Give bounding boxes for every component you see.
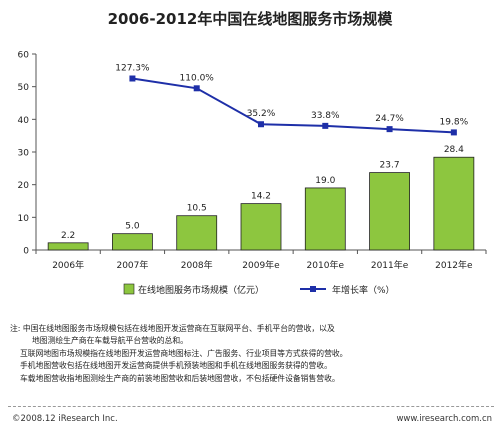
note-line-2: 地图测绘生产商在车载导航平台营收的总和。 (32, 336, 188, 346)
x-tick-label-5: 2011年e (371, 259, 409, 271)
y-tick-label-1: 10 (18, 214, 30, 224)
growth-line (132, 77, 454, 134)
x-tick-label-2: 2008年 (181, 259, 213, 271)
legend-bar-label: 在线地图服务市场规模（亿元） (138, 284, 264, 296)
website-link[interactable]: www.iresearch.com.cn (396, 414, 492, 424)
bar-label-4: 19.0 (315, 176, 335, 186)
y-tick-label-6: 60 (18, 51, 30, 61)
note-line-1: 注: 中国在线地图服务市场规模包括在线地图开发运营商在互联网平台、手机平台的营收… (10, 324, 335, 333)
growth-label-4: 33.8% (311, 111, 340, 121)
bar-5 (369, 172, 410, 251)
bar-3 (240, 203, 282, 251)
note-line-4: 手机地图营收包括在线地图开发运营商提供手机预装地图和手机在线地图服务获得的营收。 (20, 361, 332, 371)
x-tick-label-0: 2006年 (52, 259, 84, 271)
legend-line-label: 年增长率（%） (332, 284, 395, 296)
bar-4 (304, 187, 346, 251)
footer: ©2008.12 iResearch Inc. www.iresearch.co… (12, 414, 492, 424)
legend-line-marker (310, 286, 316, 292)
footer-divider (8, 406, 494, 407)
y-tick-label-3: 30 (18, 149, 30, 159)
x-tick-label-3: 2009年e (242, 259, 280, 271)
bar-label-2: 10.5 (187, 204, 207, 214)
bar-6 (433, 156, 475, 251)
note-line-5: 车载地图营收指地图测绘生产商的前装地图营收和后装地图营收，不包括硬件设备销售营收… (20, 373, 340, 383)
bar-label-3: 14.2 (251, 192, 271, 202)
note-line-3: 互联网地图市场规模指在线地图开发运营商地图标注、广告服务、行业项目等方式获得的营… (20, 348, 348, 358)
growth-point-6 (450, 129, 457, 136)
bar-2 (176, 215, 218, 251)
bar-label-6: 28.4 (444, 145, 464, 155)
growth-point-3 (258, 121, 264, 128)
growth-point-5 (386, 126, 393, 133)
notes-block: 注: 中国在线地图服务市场规模包括在线地图开发运营商在互联网平台、手机平台的营收… (10, 323, 494, 385)
y-tick-label-0: 0 (23, 247, 29, 257)
growth-point-1 (129, 75, 136, 82)
bar-label-5: 23.7 (380, 161, 400, 171)
chart-title: 2006-2012年中国在线地图服务市场规模 (107, 10, 393, 28)
y-tick-label-4: 40 (18, 116, 30, 126)
legend-bar-swatch (123, 283, 135, 295)
growth-label-2: 110.0% (180, 73, 215, 83)
x-tick-label-1: 2007年 (116, 259, 148, 271)
growth-label-5: 24.7% (375, 114, 404, 124)
x-tick-label-6: 2012年e (435, 259, 473, 271)
growth-label-3: 35.2% (247, 109, 276, 119)
growth-label-1: 127.3% (115, 64, 150, 74)
x-tick-label-4: 2010年e (307, 259, 345, 271)
bar-1 (112, 233, 153, 251)
y-tick-label-5: 50 (18, 83, 30, 93)
bar-0 (47, 242, 89, 251)
bar-label-1: 5.0 (125, 222, 140, 232)
growth-point-4 (322, 122, 329, 129)
y-tick-label-2: 20 (18, 181, 30, 191)
chart-svg: 0 10 20 30 40 50 60 2.2 5.0 10.5 14.2 19.0 23.7 28.4 1… (18, 51, 487, 296)
growth-point-2 (193, 85, 200, 92)
bar-label-0: 2.2 (61, 231, 75, 241)
copyright-text: ©2008.12 iResearch Inc. (12, 414, 118, 424)
growth-label-6: 19.8% (440, 117, 469, 127)
